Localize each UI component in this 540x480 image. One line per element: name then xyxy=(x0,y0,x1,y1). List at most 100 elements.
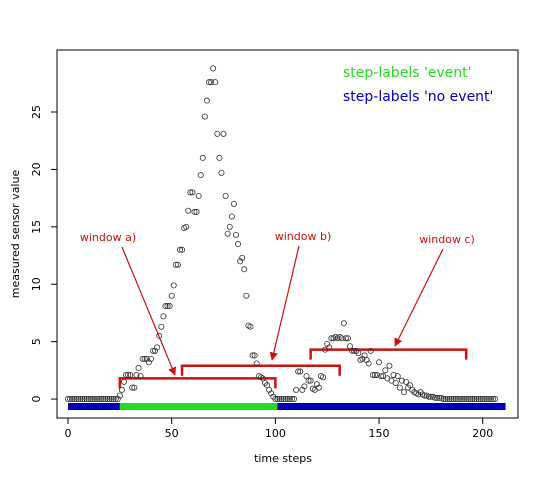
data-point xyxy=(305,377,312,384)
data-point xyxy=(94,396,101,403)
data-point xyxy=(189,189,196,196)
data-point xyxy=(162,303,169,310)
data-point xyxy=(203,97,210,104)
window-label: window b) xyxy=(275,230,332,243)
data-point xyxy=(206,79,213,86)
data-point xyxy=(342,335,349,342)
data-point xyxy=(239,254,246,261)
data-point xyxy=(456,396,463,403)
data-point xyxy=(145,359,152,366)
data-point xyxy=(224,230,231,237)
data-point xyxy=(485,396,492,403)
data-point xyxy=(378,373,385,380)
data-point xyxy=(222,192,229,199)
data-point xyxy=(235,241,242,248)
data-point xyxy=(359,355,366,362)
data-point xyxy=(442,396,449,403)
data-point xyxy=(365,360,372,367)
data-point xyxy=(446,396,453,403)
step-label-bar xyxy=(277,403,506,410)
data-point xyxy=(469,396,476,403)
data-point xyxy=(459,396,466,403)
data-point xyxy=(73,396,80,403)
data-point xyxy=(440,396,447,403)
window-arrow xyxy=(121,246,176,376)
data-point xyxy=(371,371,378,378)
data-point xyxy=(444,396,451,403)
data-point xyxy=(106,396,113,403)
data-point xyxy=(301,383,308,390)
data-point xyxy=(120,378,127,385)
data-point xyxy=(179,246,186,253)
data-point xyxy=(170,282,177,289)
data-point xyxy=(139,355,146,362)
y-tick-label: 15 xyxy=(30,220,43,234)
data-point xyxy=(403,378,410,385)
data-point xyxy=(338,335,345,342)
data-point xyxy=(328,335,335,342)
data-point xyxy=(483,396,490,403)
data-point xyxy=(174,261,181,268)
data-point xyxy=(156,332,163,339)
data-point xyxy=(214,130,221,137)
data-point xyxy=(158,323,165,330)
data-point xyxy=(104,396,111,403)
data-point xyxy=(102,396,109,403)
data-point xyxy=(272,396,279,403)
data-point xyxy=(123,371,130,378)
data-point xyxy=(71,396,78,403)
data-point xyxy=(112,396,119,403)
window-arrow xyxy=(269,245,300,361)
data-point xyxy=(434,394,441,401)
data-point xyxy=(220,130,227,137)
window-arrow xyxy=(394,248,444,347)
data-point xyxy=(230,200,237,207)
data-point xyxy=(100,396,107,403)
data-point xyxy=(425,393,432,400)
data-point xyxy=(452,396,459,403)
data-point xyxy=(313,381,320,388)
data-point xyxy=(355,350,362,357)
data-point xyxy=(87,396,94,403)
data-point xyxy=(436,394,443,401)
window-bracket xyxy=(309,348,468,360)
data-point xyxy=(243,292,250,299)
data-point xyxy=(110,396,117,403)
data-point xyxy=(154,344,161,351)
data-point xyxy=(268,390,275,397)
data-point xyxy=(396,384,403,391)
data-point xyxy=(241,266,248,273)
data-point xyxy=(253,360,260,367)
data-point xyxy=(473,396,480,403)
data-point xyxy=(367,347,374,354)
window-label: window c) xyxy=(419,233,475,246)
data-point xyxy=(164,303,171,310)
x-axis-label: time steps xyxy=(254,452,312,465)
data-point xyxy=(152,347,159,354)
data-point xyxy=(369,371,376,378)
data-point xyxy=(454,396,461,403)
data-point xyxy=(363,357,370,364)
y-tick-label: 0 xyxy=(30,396,43,403)
data-point xyxy=(475,396,482,403)
y-tick-label: 20 xyxy=(30,162,43,176)
y-tick-label: 25 xyxy=(30,105,43,119)
data-point xyxy=(210,65,217,72)
data-point xyxy=(133,371,140,378)
y-axis-label: measured sensor value xyxy=(9,170,22,299)
data-point xyxy=(212,79,219,86)
data-point xyxy=(64,396,71,403)
data-point xyxy=(137,373,144,380)
data-point xyxy=(187,189,194,196)
data-point xyxy=(199,154,206,161)
data-point xyxy=(398,377,405,384)
y-tick-label: 10 xyxy=(30,277,43,291)
window-bracket xyxy=(118,377,277,389)
data-point xyxy=(176,246,183,253)
data-point xyxy=(89,396,96,403)
data-point xyxy=(324,340,331,347)
data-point xyxy=(75,396,82,403)
window-bracket xyxy=(180,364,341,376)
data-point xyxy=(463,396,470,403)
data-point xyxy=(266,386,273,393)
